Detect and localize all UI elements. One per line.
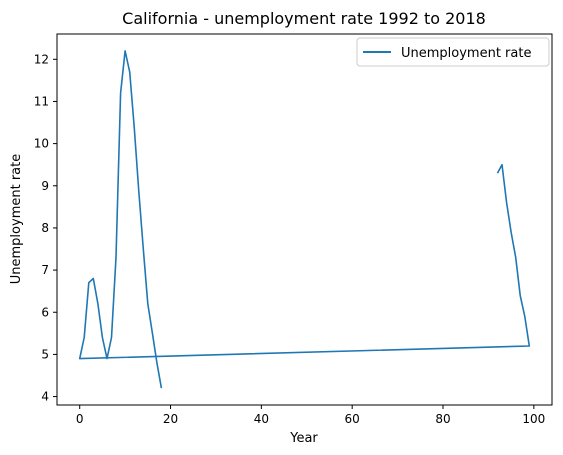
x-tick-label: 100 <box>522 412 545 426</box>
y-tick-label: 8 <box>41 221 49 235</box>
legend: Unemployment rate <box>356 37 550 67</box>
y-tick-label: 9 <box>41 179 49 193</box>
legend-box <box>356 37 550 67</box>
plot-frame <box>56 33 553 406</box>
chart-title: California - unemployment rate 1992 to 2… <box>122 9 486 28</box>
x-tick-label: 60 <box>345 412 360 426</box>
x-tick-label: 0 <box>76 412 84 426</box>
plot-area <box>56 33 553 406</box>
x-axis-label: Year <box>289 431 318 446</box>
y-tick-label: 4 <box>41 390 49 404</box>
series-layer <box>78 50 531 389</box>
y-axis: 4 5 6 7 8 9 10 11 12 <box>34 52 57 404</box>
x-tick-label: 80 <box>435 412 450 426</box>
x-tick-label: 40 <box>254 412 269 426</box>
series-line <box>78 50 531 389</box>
legend-label: Unemployment rate <box>401 46 531 61</box>
y-tick-label: 6 <box>41 305 49 319</box>
y-tick-label: 7 <box>41 263 49 277</box>
y-tick-label: 5 <box>41 347 49 361</box>
y-tick-label: 10 <box>34 137 49 151</box>
y-tick-label: 12 <box>34 52 49 66</box>
x-axis: 0 20 40 60 80 100 <box>76 405 545 426</box>
x-tick-label: 20 <box>163 412 178 426</box>
y-axis-label: Unemployment rate <box>9 154 24 284</box>
y-tick-label: 11 <box>34 94 49 108</box>
